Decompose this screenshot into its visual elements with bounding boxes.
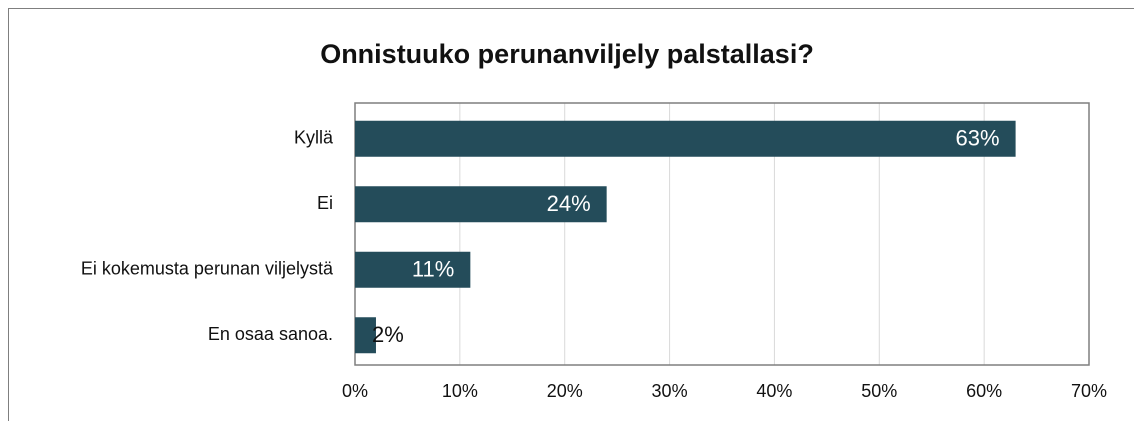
bar bbox=[355, 251, 471, 288]
x-tick-label: 60% bbox=[966, 381, 1002, 401]
data-label: 63% bbox=[956, 126, 1000, 151]
bar bbox=[355, 186, 607, 223]
x-tick-label: 30% bbox=[652, 381, 688, 401]
data-label: 24% bbox=[547, 191, 591, 216]
chart-title: Onnistuuko perunanviljely palstallasi? bbox=[320, 39, 814, 69]
y-tick-label: Ei bbox=[317, 193, 333, 213]
plot-area bbox=[354, 102, 1090, 366]
y-tick-label: Kyllä bbox=[294, 128, 334, 148]
data-label: 11% bbox=[412, 257, 454, 282]
data-label: 2% bbox=[372, 322, 404, 347]
x-tick-label: 20% bbox=[547, 381, 583, 401]
x-tick-label: 70% bbox=[1071, 381, 1107, 401]
y-tick-label: Ei kokemusta perunan viljelystä bbox=[81, 259, 334, 279]
x-tick-label: 0% bbox=[342, 381, 368, 401]
x-tick-label: 40% bbox=[756, 381, 792, 401]
y-tick-label: En osaa sanoa. bbox=[208, 324, 333, 344]
x-tick-label: 50% bbox=[861, 381, 897, 401]
bar bbox=[355, 120, 1016, 157]
bar bbox=[355, 317, 376, 354]
chart-frame bbox=[8, 8, 1134, 421]
x-tick-label: 10% bbox=[442, 381, 478, 401]
